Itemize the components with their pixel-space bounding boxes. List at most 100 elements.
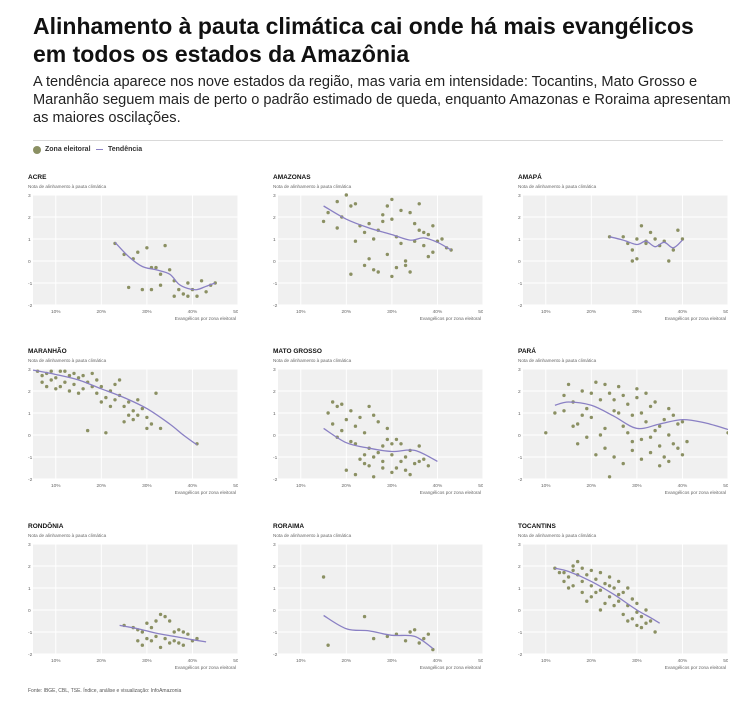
data-point [122,420,126,424]
y-axis-label: Nota de alinhamento à pauta climática [273,358,352,363]
data-point [340,428,344,433]
data-point [616,579,621,584]
data-point [76,391,81,395]
data-point [553,411,557,415]
data-point [403,455,408,459]
x-tick-label: 30% [142,483,152,489]
data-point [417,459,421,464]
x-tick-label: 20% [587,483,597,489]
data-point [371,475,376,479]
data-point [145,636,149,641]
x-tick-label: 20% [342,658,352,664]
data-point [158,283,163,287]
panel-title: ACRE [28,174,47,181]
data-point [145,621,149,625]
data-point [72,382,76,387]
data-point [667,406,671,411]
data-point [154,634,158,639]
y-tick-label: -1 [518,281,523,287]
data-point [403,639,408,643]
data-point [639,625,644,630]
data-point [635,237,639,241]
data-point [158,426,163,431]
data-point [172,639,176,643]
data-point [685,439,689,444]
data-point [349,439,353,444]
data-point [353,472,358,477]
y-tick-label: -2 [273,303,278,309]
data-point [145,246,149,250]
y-tick-label: -2 [273,652,278,658]
data-point [349,204,353,208]
y-axis-label: Nota de alinhamento à pauta climática [518,533,597,538]
trend-line [32,369,198,446]
data-point [626,586,630,590]
data-point [403,263,408,268]
data-point [621,424,625,428]
trend-line [609,236,683,249]
data-point [367,221,371,226]
data-point [626,402,630,406]
data-point [412,461,417,466]
data-point [616,592,621,597]
y-tick-label: 2 [28,215,31,221]
y-tick-label: 0 [518,608,521,614]
data-point [621,612,625,617]
data-point [417,444,421,448]
data-point [54,387,58,391]
data-point [598,398,603,402]
data-point [562,393,566,398]
data-point [630,259,635,263]
data-point [344,468,349,472]
data-point [589,568,594,573]
data-point [630,448,635,453]
data-point [362,461,367,466]
panel-acre: ACRE Nota de alinhamento à pauta climátic… [28,174,238,321]
data-point [571,568,575,573]
data-point [126,285,131,290]
data-point [408,210,412,215]
y-tick-label: 0 [518,259,521,265]
y-tick-label: 3 [28,367,31,373]
y-tick-label: 1 [273,586,276,592]
data-point [417,202,421,206]
data-point [344,417,349,422]
data-point [671,413,676,417]
panel-title: PARÁ [518,346,536,355]
data-point [385,252,390,257]
data-point [186,281,190,285]
data-point [616,384,621,389]
data-point [362,230,367,235]
data-point [566,586,571,590]
y-tick-label: -2 [518,303,523,309]
plot-background [523,544,728,654]
panel-title: RORAIMA [273,523,304,530]
data-point [158,272,163,276]
y-axis-label: Nota de alinhamento à pauta climática [28,184,107,189]
data-point [126,413,131,417]
x-tick-label: 40% [188,483,198,489]
data-point [326,411,330,415]
y-tick-label: -1 [273,281,278,287]
data-point [630,617,635,621]
data-point [426,232,431,237]
data-point [95,378,99,382]
x-tick-label: 30% [387,658,397,664]
data-point [344,193,349,197]
data-point [422,243,426,248]
data-point [181,630,186,634]
data-point [154,265,158,270]
panel-title: AMAPÁ [518,172,542,181]
y-tick-label: -2 [273,477,278,483]
data-point [680,237,685,241]
x-tick-label: 40% [188,309,198,315]
data-point [644,420,648,424]
data-point [371,268,376,272]
data-point [639,614,644,619]
x-axis-label: Evangélicos por zona eleitoral [175,316,236,321]
data-point [616,411,621,415]
data-point [612,398,616,402]
data-point [562,409,566,413]
data-point [426,632,431,636]
data-point [417,228,421,232]
